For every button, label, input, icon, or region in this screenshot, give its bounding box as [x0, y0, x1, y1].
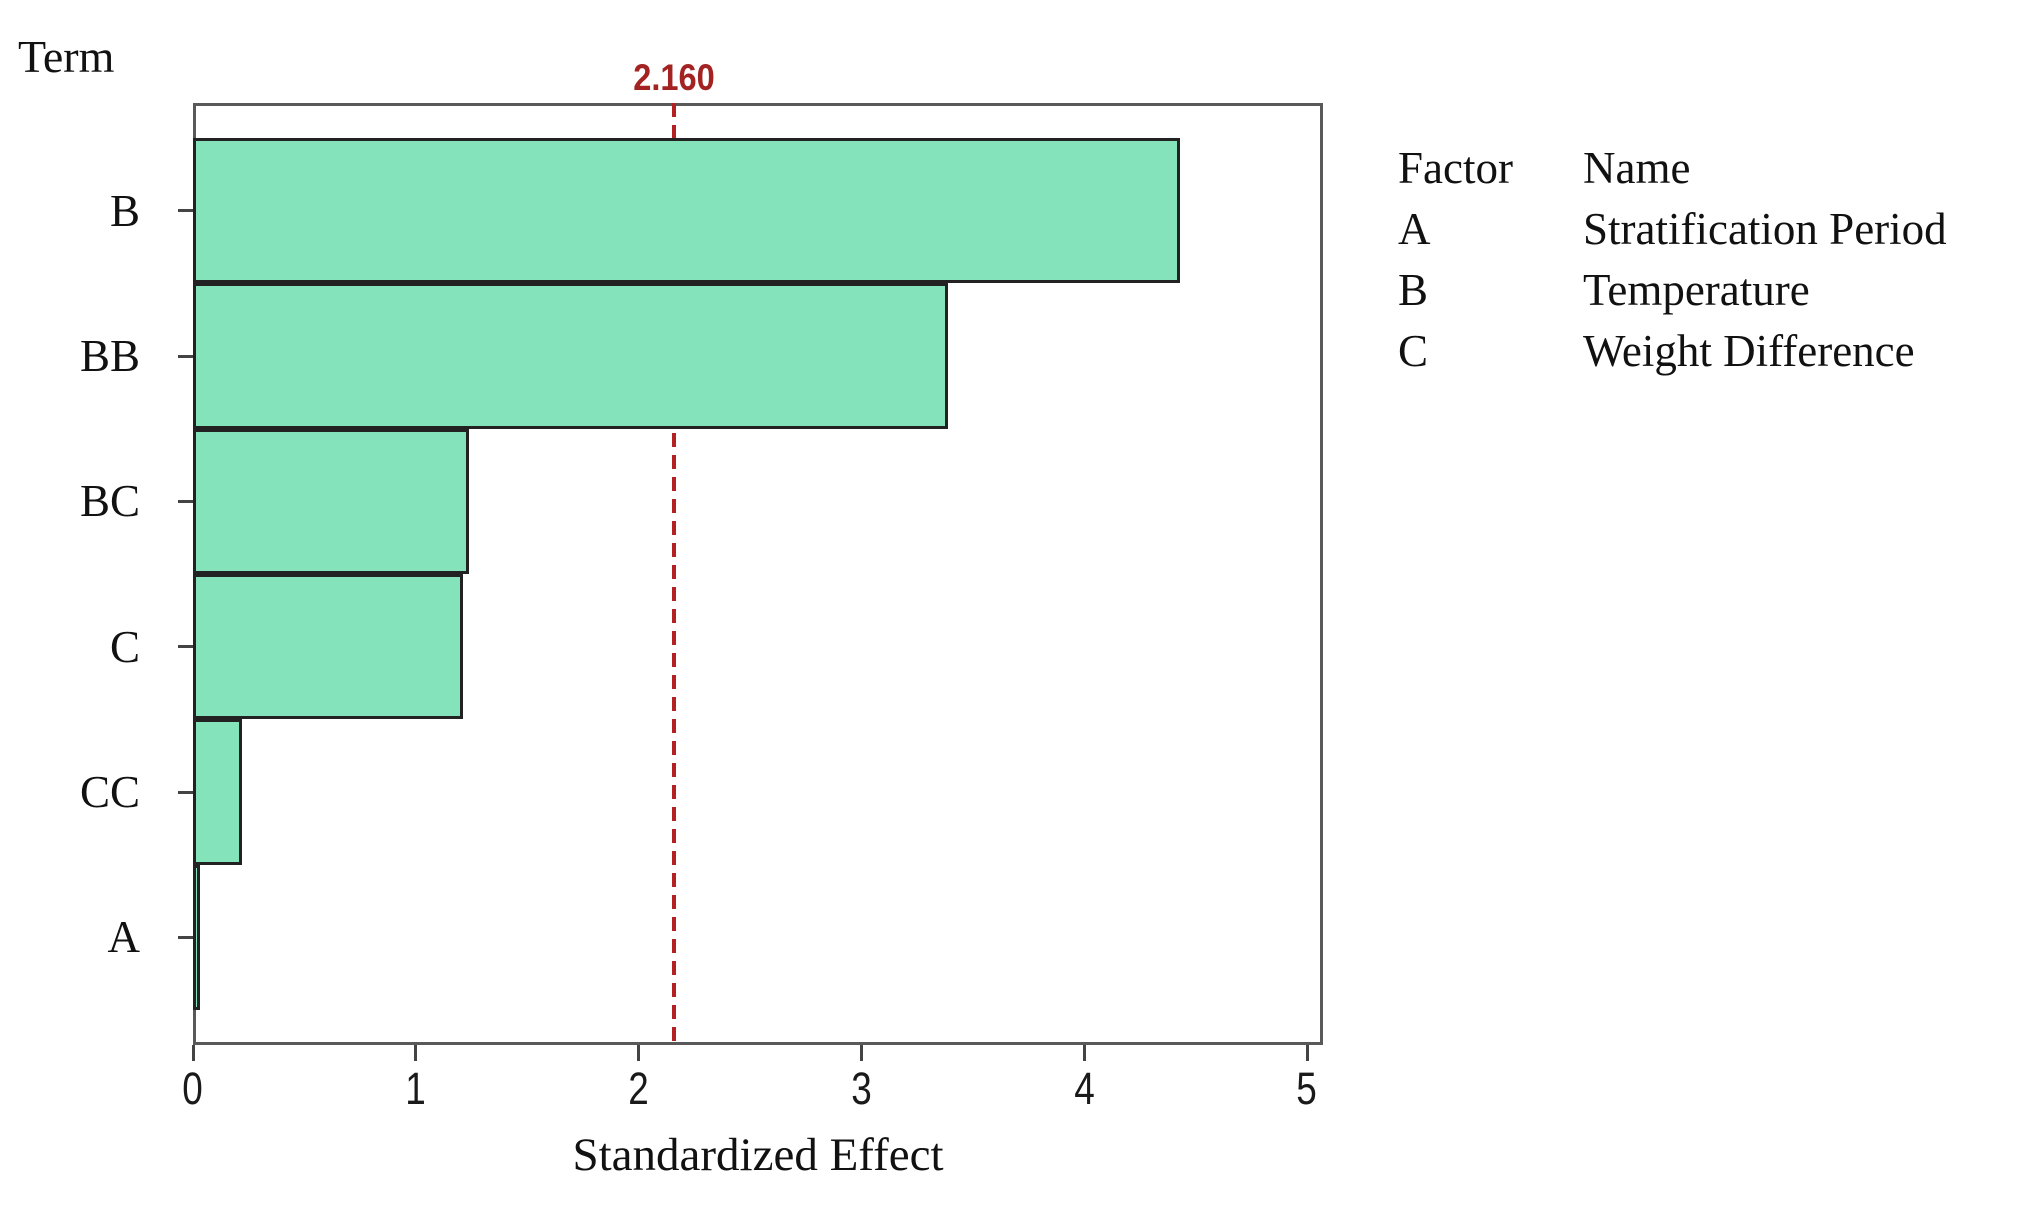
- y-tick-label-B: B: [109, 185, 140, 236]
- factor-legend: Factor Name A Stratification Period B Tempe…: [1398, 138, 1947, 382]
- bar-C: [193, 574, 463, 720]
- x-tick-0: [191, 1045, 195, 1061]
- y-tick-label-CC: CC: [79, 767, 140, 817]
- x-tick-label-4: 4: [1039, 1066, 1129, 1111]
- y-tick-A: [178, 935, 193, 939]
- y-tick-CC: [178, 790, 193, 794]
- y-tick-label-A: A: [107, 912, 141, 963]
- x-tick-digit: 1: [405, 1063, 427, 1114]
- x-tick-label-3: 3: [816, 1066, 906, 1111]
- bar-BC: [193, 428, 470, 574]
- x-tick-5: [1305, 1045, 1309, 1061]
- x-tick-label-5: 5: [1262, 1066, 1352, 1111]
- y-tick-label-C: C: [109, 621, 140, 672]
- reference-line-label: 2.160: [633, 57, 715, 98]
- legend-name: Weight Difference: [1583, 326, 1915, 376]
- bar-B: [193, 138, 1180, 284]
- legend-name: Temperature: [1583, 265, 1810, 315]
- x-tick-4: [1082, 1045, 1086, 1061]
- y-axis-header: Term: [18, 31, 115, 82]
- bar-CC: [193, 719, 243, 865]
- y-tick-label-BC: BC: [79, 476, 140, 527]
- y-tick-B: [178, 209, 193, 213]
- legend-factor: B: [1398, 265, 1429, 315]
- bar-BB: [193, 283, 949, 429]
- x-tick-digit: 4: [1073, 1063, 1095, 1114]
- legend-row-B: B Temperature: [1398, 260, 1947, 321]
- x-tick-1: [414, 1045, 418, 1061]
- legend-name: Stratification Period: [1583, 204, 1947, 254]
- x-tick-label-0: 0: [148, 1066, 238, 1111]
- y-tick-BC: [178, 499, 193, 503]
- legend-row-C: C Weight Difference: [1398, 321, 1947, 382]
- x-tick-label-2: 2: [594, 1066, 684, 1111]
- reference-line: [672, 103, 677, 1045]
- x-tick-2: [637, 1045, 641, 1061]
- legend-header-name: Name: [1583, 143, 1691, 193]
- legend-factor: A: [1398, 204, 1431, 254]
- y-tick-BB: [178, 354, 193, 358]
- x-tick-digit: 0: [182, 1063, 204, 1114]
- legend-header-row: Factor Name: [1398, 138, 1947, 199]
- x-tick-label-1: 1: [371, 1066, 461, 1111]
- x-tick-digit: 5: [1296, 1063, 1318, 1114]
- y-tick-C: [178, 645, 193, 649]
- legend-row-A: A Stratification Period: [1398, 199, 1947, 260]
- legend-factor: C: [1398, 326, 1429, 376]
- x-tick-3: [859, 1045, 863, 1061]
- x-tick-digit: 2: [628, 1063, 649, 1114]
- y-tick-label-BB: BB: [79, 331, 140, 381]
- x-axis-title: Standardized Effect: [572, 1129, 944, 1181]
- bar-A: [193, 864, 200, 1010]
- x-tick-digit: 3: [851, 1063, 872, 1114]
- legend-header-factor: Factor: [1398, 143, 1513, 193]
